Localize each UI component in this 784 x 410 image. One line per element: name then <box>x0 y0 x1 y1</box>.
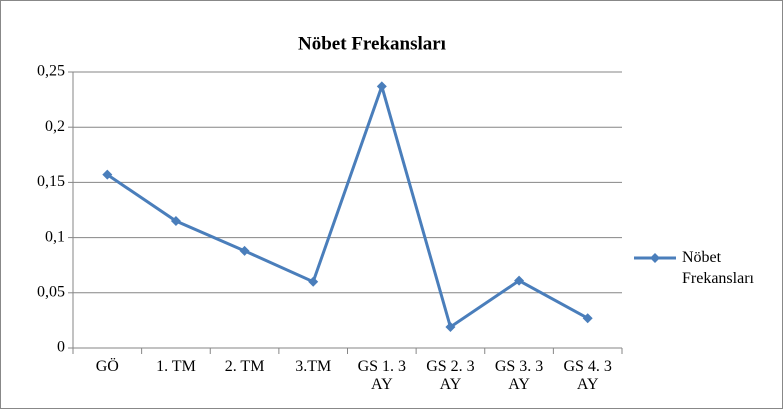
y-tick-label: 0,15 <box>37 173 65 190</box>
y-tick-label: 0 <box>57 339 65 356</box>
x-tick-label: 1. TM <box>156 358 196 375</box>
marker <box>102 169 113 180</box>
line <box>106 81 589 330</box>
x-tick-label: GS 1. 3 AY <box>357 358 407 393</box>
y-tick-label: 0,25 <box>37 63 65 80</box>
x-tick-label: 3.TM <box>295 358 332 375</box>
marker <box>239 245 250 256</box>
legend-marker <box>650 253 660 263</box>
marker <box>376 81 387 92</box>
chart-title: Nöbet Frekansları <box>298 33 446 54</box>
marker <box>308 276 319 287</box>
y-tick-label: 0,2 <box>45 118 65 135</box>
marker <box>514 275 525 286</box>
legend-label: Nöbet Frekansları <box>682 249 754 287</box>
x-tick-label: GS 3. 3 AY <box>494 358 544 393</box>
x-tick-label: 2. TM <box>224 358 265 375</box>
marker <box>582 313 593 324</box>
y-tick-label: 0,05 <box>37 283 65 300</box>
y-tick-label: 0,1 <box>45 228 65 245</box>
marker <box>170 216 181 227</box>
marker <box>445 322 456 333</box>
x-tick-label: GS 4. 3 AY <box>563 358 612 393</box>
x-tick-label: GÖ <box>95 358 119 375</box>
x-tick-label: GS 2. 3 AY <box>426 358 475 393</box>
